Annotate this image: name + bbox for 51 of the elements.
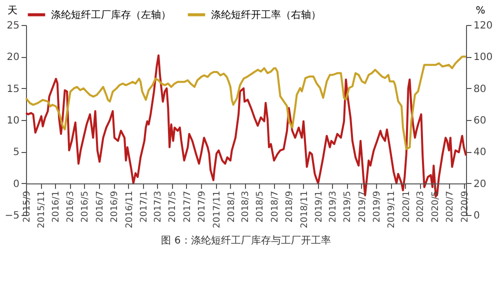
y2-tick-label: 40 (474, 147, 486, 158)
x-tick-label: 2019/9 (372, 190, 383, 223)
y-tick-label: 20 (6, 52, 20, 64)
x-tick-label: 2019/1 (314, 190, 324, 223)
x-tick-label: 2018/1 (226, 190, 237, 223)
x-tick-label: 2020/1 (402, 190, 412, 223)
x-tick-label: 2015/9 (22, 190, 32, 223)
x-tick-label: 2019/3 (328, 190, 339, 223)
y-tick-label: 15 (6, 84, 20, 95)
x-tick-label: 2017/11 (212, 190, 222, 228)
x-tick-label: 2016/7 (95, 190, 106, 223)
x-tick-label: 2017/3 (154, 190, 164, 223)
y2-tick-label: 20 (474, 178, 486, 190)
x-tick-label: 2016/1 (52, 190, 62, 223)
y2-tick-label: 120 (474, 20, 493, 32)
x-tick-label: 2019/7 (358, 190, 368, 223)
legend-label: 涤纶短纤开工率（右轴） (211, 8, 321, 21)
x-tick-label: 2017/1 (139, 190, 150, 223)
caption: 图 6：涤纶短纤工厂库存与工厂开工率 (161, 234, 331, 247)
x-tick-label: 2019/11 (387, 190, 398, 228)
x-tick-label: 2018/11 (300, 190, 310, 228)
y2-tick-label: 100 (474, 52, 493, 64)
x-tick-label: 2016/9 (110, 190, 120, 223)
y-tick-label: 25 (6, 20, 20, 32)
x-tick-label: 2018/9 (285, 190, 296, 223)
x-tick-label: 2016/11 (124, 190, 135, 228)
x-tick-label: 2020/9 (460, 190, 470, 223)
x-tick-label: 2017/9 (198, 190, 208, 223)
x-tick-label: 2020/7 (445, 190, 456, 223)
y-axis-title: 天 (8, 6, 18, 16)
x-tick-label: 2018/3 (241, 190, 252, 223)
y2-axis-title: % (476, 6, 486, 16)
x-tick-label: 2016/5 (80, 190, 91, 223)
y-tick-label: 0 (13, 178, 20, 190)
x-tick-label: 2017/5 (168, 190, 178, 223)
legend-label: 涤纶短纤工厂库存（左轴） (51, 8, 171, 21)
x-tick-label: 2020/5 (430, 190, 441, 223)
y-tick-label: 5 (13, 147, 20, 158)
x-tick-label: 2015/11 (37, 190, 48, 228)
y-tick-label: 10 (6, 116, 20, 126)
x-tick-label: 2019/5 (343, 190, 354, 223)
y2-tick-label: 80 (474, 84, 486, 95)
y2-tick-label: 60 (474, 116, 486, 126)
x-tick-label: 2018/5 (256, 190, 266, 223)
x-tick-label: 2018/7 (270, 190, 280, 223)
y-tick-label: −5 (4, 210, 20, 222)
y2-tick-label: 0 (474, 210, 480, 222)
x-tick-label: 2017/7 (182, 190, 193, 223)
line-series (25, 56, 467, 150)
x-tick-label: 2020/3 (416, 190, 426, 223)
x-tick-label: 2016/3 (66, 190, 76, 223)
